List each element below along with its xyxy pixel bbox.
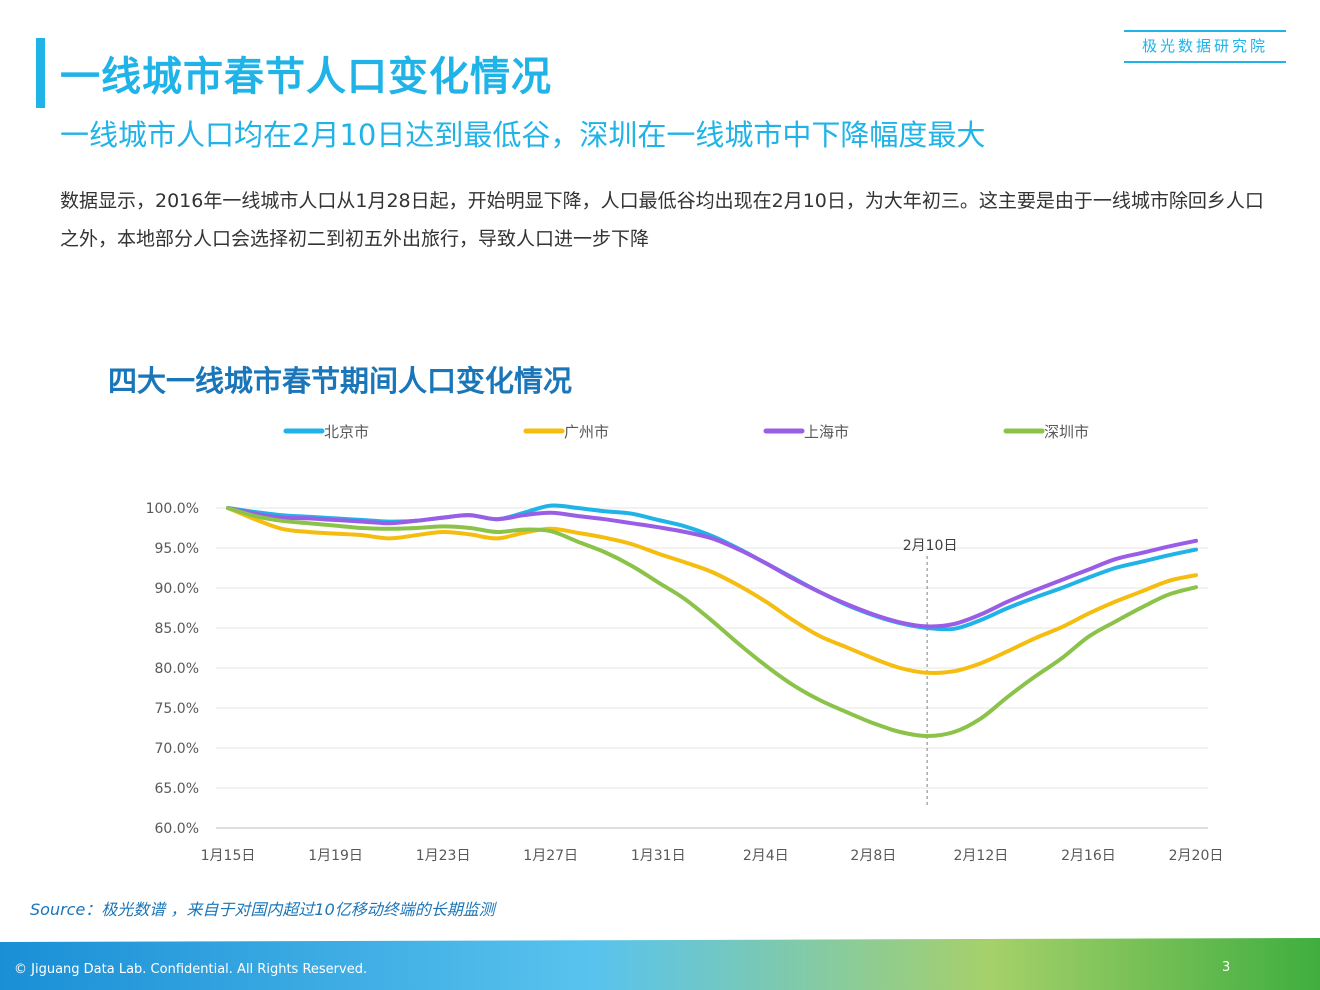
line-chart: 100.0% 95.0% 90.0% 85.0% 80.0% 75.0% 70.0% 65.0… xyxy=(146,423,1224,864)
chart-title: 四大一线城市春节期间人口变化情况 xyxy=(108,364,573,398)
legend-label: 广州市 xyxy=(564,423,609,441)
x-tick-label: 1月27日 xyxy=(523,848,578,864)
page-number: 3 xyxy=(1222,960,1231,975)
series-line xyxy=(226,506,1198,675)
copyright-text: © Jiguang Data Lab. Confidential. All Ri… xyxy=(14,962,368,977)
body-paragraph: 数据显示，2016年一线城市人口从1月28日起，开始明显下降，人口最低谷均出现在… xyxy=(60,190,1264,250)
page-title: 一线城市春节人口变化情况 xyxy=(60,54,552,100)
title-accent-bar xyxy=(36,38,45,108)
series-line xyxy=(226,506,1198,629)
y-tick-label: 65.0% xyxy=(155,781,199,797)
x-tick-label: 1月31日 xyxy=(631,848,686,864)
x-tick-label: 2月4日 xyxy=(743,848,789,864)
footer-band xyxy=(0,938,1320,990)
y-tick-label: 85.0% xyxy=(155,621,199,637)
x-tick-label: 2月16日 xyxy=(1061,848,1116,864)
x-tick-label: 2月12日 xyxy=(954,848,1009,864)
legend-label: 上海市 xyxy=(804,423,849,441)
x-tick-label: 2月8日 xyxy=(850,848,896,864)
legend-label: 北京市 xyxy=(324,423,369,441)
x-tick-label: 1月23日 xyxy=(416,848,471,864)
y-tick-label: 100.0% xyxy=(146,501,199,517)
y-tick-label: 75.0% xyxy=(155,701,199,717)
legend-label: 深圳市 xyxy=(1044,423,1089,441)
x-tick-label: 1月15日 xyxy=(201,848,256,864)
y-tick-label: 80.0% xyxy=(155,661,199,677)
brand-logo: 极光数据研究院 xyxy=(1124,30,1286,63)
y-tick-label: 70.0% xyxy=(155,741,199,757)
y-tick-label: 60.0% xyxy=(155,821,199,837)
x-tick-label: 2月20日 xyxy=(1169,848,1224,864)
source-note: Source：极光数谱 ，来自于对国内超过10亿移动终端的长期监测 xyxy=(30,900,495,919)
y-tick-label: 90.0% xyxy=(155,581,199,597)
y-tick-label: 95.0% xyxy=(155,541,199,557)
series-line xyxy=(226,506,1198,738)
annotation-label: 2月10日 xyxy=(903,538,958,554)
x-tick-label: 1月19日 xyxy=(308,848,363,864)
page-subtitle: 一线城市人口均在2月10日达到最低谷，深圳在一线城市中下降幅度最大 xyxy=(60,118,986,152)
